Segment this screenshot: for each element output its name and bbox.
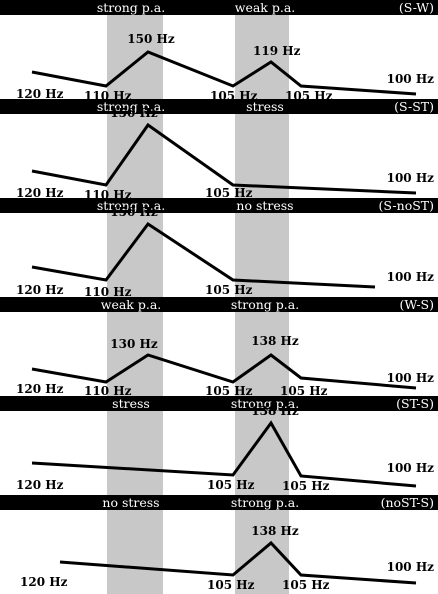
- panel-s-st: strong p.a. stress (S-ST) 120 Hz 110 Hz …: [0, 99, 438, 202]
- panel-header: strong p.a. no stress (S-noST): [0, 198, 438, 213]
- start-f0-label: 120 Hz: [20, 575, 68, 589]
- panel-s-nost: strong p.a. no stress (S-noST) 120 Hz 11…: [0, 198, 438, 299]
- peak-f0-label: 150 Hz: [110, 205, 158, 219]
- first-syllable-band: [107, 510, 163, 594]
- end-f0-label: 100 Hz: [386, 171, 434, 185]
- first-syllable-band: [107, 411, 163, 495]
- first-accent-label: stress: [112, 396, 150, 411]
- pitch-contour: [31, 122, 417, 195]
- condition-tag: (ST-S): [396, 396, 434, 411]
- post-peak-f0-label: 105 Hz: [282, 479, 330, 493]
- valley-f0-label: 105 Hz: [205, 283, 253, 297]
- end-f0-label: 100 Hz: [386, 461, 434, 475]
- end-f0-label: 100 Hz: [386, 72, 434, 86]
- panel-header: stress strong p.a. (ST-S): [0, 396, 438, 411]
- low-f0-label: 110 Hz: [84, 285, 132, 299]
- second-accent-label: no stress: [236, 198, 294, 213]
- pitch-contour: [31, 50, 417, 96]
- second-accent-label: strong p.a.: [230, 495, 300, 510]
- valley-f0-label: 105 Hz: [205, 186, 253, 200]
- condition-tag: (S-noST): [378, 198, 434, 213]
- second-syllable-band: [235, 312, 289, 396]
- condition-tag: (noST-S): [380, 495, 434, 510]
- second-syllable-band: [235, 411, 289, 495]
- pitch-contour: [31, 221, 376, 289]
- first-syllable-band: [107, 15, 163, 99]
- pitch-contour: [31, 353, 417, 390]
- start-f0-label: 120 Hz: [16, 382, 64, 396]
- valley-f0-label: 105 Hz: [205, 384, 253, 398]
- panel-header: strong p.a. stress (S-ST): [0, 99, 438, 114]
- valley-f0-label: 105 Hz: [207, 478, 255, 492]
- first-accent-label: no stress: [102, 495, 160, 510]
- second-syllable-band: [235, 15, 289, 99]
- second-peak-f0-label: 138 Hz: [251, 404, 299, 418]
- panel-s-w: strong p.a. weak p.a. (S-W) 120 Hz 110 H…: [0, 0, 438, 103]
- peak-f0-label: 130 Hz: [110, 337, 158, 351]
- pitch-contour: [59, 540, 417, 585]
- pitch-contour: [31, 420, 417, 488]
- panel-nost-s: no stress strong p.a. (noST-S) 120 Hz 10…: [0, 495, 438, 594]
- post-peak-f0-label: 105 Hz: [282, 578, 330, 592]
- peak-f0-label: 150 Hz: [110, 106, 158, 120]
- end-f0-label: 100 Hz: [386, 270, 434, 284]
- first-accent-label: strong p.a.: [96, 0, 166, 15]
- start-f0-label: 120 Hz: [16, 283, 64, 297]
- panel-st-s: stress strong p.a. (ST-S) 120 Hz 105 Hz …: [0, 396, 438, 495]
- first-accent-label: strong p.a.: [96, 99, 166, 114]
- panel-header: weak p.a. strong p.a. (W-S): [0, 297, 438, 312]
- peak-f0-label: 150 Hz: [127, 32, 175, 46]
- first-accent-label: strong p.a.: [96, 198, 166, 213]
- end-f0-label: 100 Hz: [386, 560, 434, 574]
- first-syllable-band: [107, 312, 163, 396]
- condition-tag: (S-ST): [394, 99, 434, 114]
- valley-f0-label: 105 Hz: [207, 578, 255, 592]
- panel-w-s: weak p.a. strong p.a. (W-S) 120 Hz 110 H…: [0, 297, 438, 398]
- first-accent-label: weak p.a.: [100, 297, 162, 312]
- start-f0-label: 120 Hz: [16, 87, 64, 101]
- second-accent-label: stress: [246, 99, 284, 114]
- second-peak-f0-label: 119 Hz: [253, 44, 301, 58]
- panel-header: strong p.a. weak p.a. (S-W): [0, 0, 438, 15]
- post-peak-f0-label: 105 Hz: [280, 384, 328, 398]
- condition-tag: (W-S): [399, 297, 434, 312]
- second-peak-f0-label: 138 Hz: [251, 334, 299, 348]
- second-peak-f0-label: 138 Hz: [251, 524, 299, 538]
- start-f0-label: 120 Hz: [16, 478, 64, 492]
- condition-tag: (S-W): [398, 0, 434, 15]
- second-accent-label: weak p.a.: [234, 0, 296, 15]
- panel-header: no stress strong p.a. (noST-S): [0, 495, 438, 510]
- second-accent-label: strong p.a.: [230, 396, 300, 411]
- low-f0-label: 110 Hz: [84, 384, 132, 398]
- second-accent-label: strong p.a.: [230, 297, 300, 312]
- start-f0-label: 120 Hz: [16, 186, 64, 200]
- end-f0-label: 100 Hz: [386, 371, 434, 385]
